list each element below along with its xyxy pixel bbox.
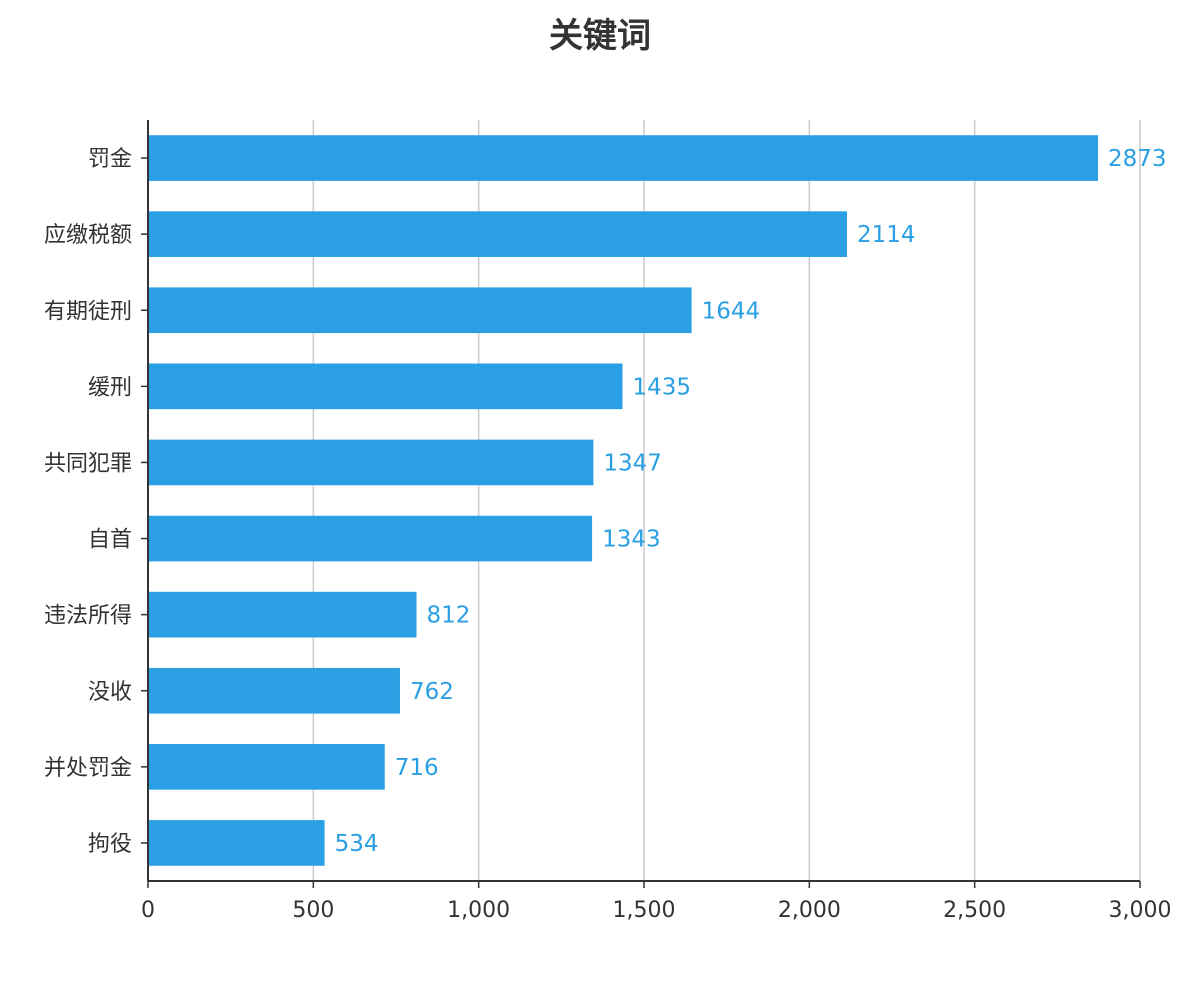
bars (148, 135, 1099, 866)
x-tick-label-500: 500 (292, 898, 334, 923)
value-label-6: 812 (427, 603, 471, 629)
bar-6 (148, 591, 417, 638)
chart-title: 关键词 (549, 16, 651, 56)
category-label-1: 应缴税额 (44, 223, 132, 248)
bar-7 (148, 667, 400, 714)
category-label-5: 自首 (88, 528, 132, 553)
bar-2 (148, 287, 692, 334)
value-label-9: 534 (335, 831, 379, 857)
category-label-6: 违法所得 (44, 604, 132, 629)
x-tick-label-1000: 1,000 (447, 898, 510, 923)
category-label-7: 没收 (88, 680, 132, 705)
bar-3 (148, 363, 623, 410)
value-label-5: 1343 (602, 527, 661, 553)
axes (141, 120, 1141, 888)
value-label-7: 762 (410, 679, 454, 705)
category-label-2: 有期徒刑 (44, 299, 132, 324)
bar-4 (148, 439, 594, 486)
value-label-4: 1347 (603, 450, 662, 476)
category-label-4: 共同犯罪 (44, 451, 132, 476)
x-tick-label-2500: 2,500 (943, 898, 1006, 923)
bar-0 (148, 135, 1099, 181)
x-tick-label-1500: 1,500 (613, 898, 676, 923)
category-label-3: 缓刑 (88, 375, 132, 400)
category-label-0: 罚金 (88, 147, 132, 172)
value-label-8: 716 (395, 755, 439, 781)
value-label-1: 2114 (857, 222, 916, 248)
x-tick-label-3000: 3,000 (1109, 898, 1172, 923)
x-tick-label-0: 0 (141, 898, 155, 923)
value-label-3: 1435 (633, 374, 692, 400)
value-label-0: 2873 (1108, 146, 1167, 172)
category-label-9: 拘役 (88, 832, 132, 857)
bar-9 (148, 820, 325, 866)
value-label-2: 1644 (702, 298, 761, 324)
category-label-8: 并处罚金 (44, 756, 132, 781)
bar-8 (148, 744, 385, 790)
bar-1 (148, 211, 848, 257)
bar-5 (148, 515, 593, 562)
x-tick-label-2000: 2,000 (778, 898, 841, 923)
labels: 0 500 1,000 1,500 2,000 2,500 3,000 罚金 2873 应缴税额 2… (44, 146, 1172, 923)
